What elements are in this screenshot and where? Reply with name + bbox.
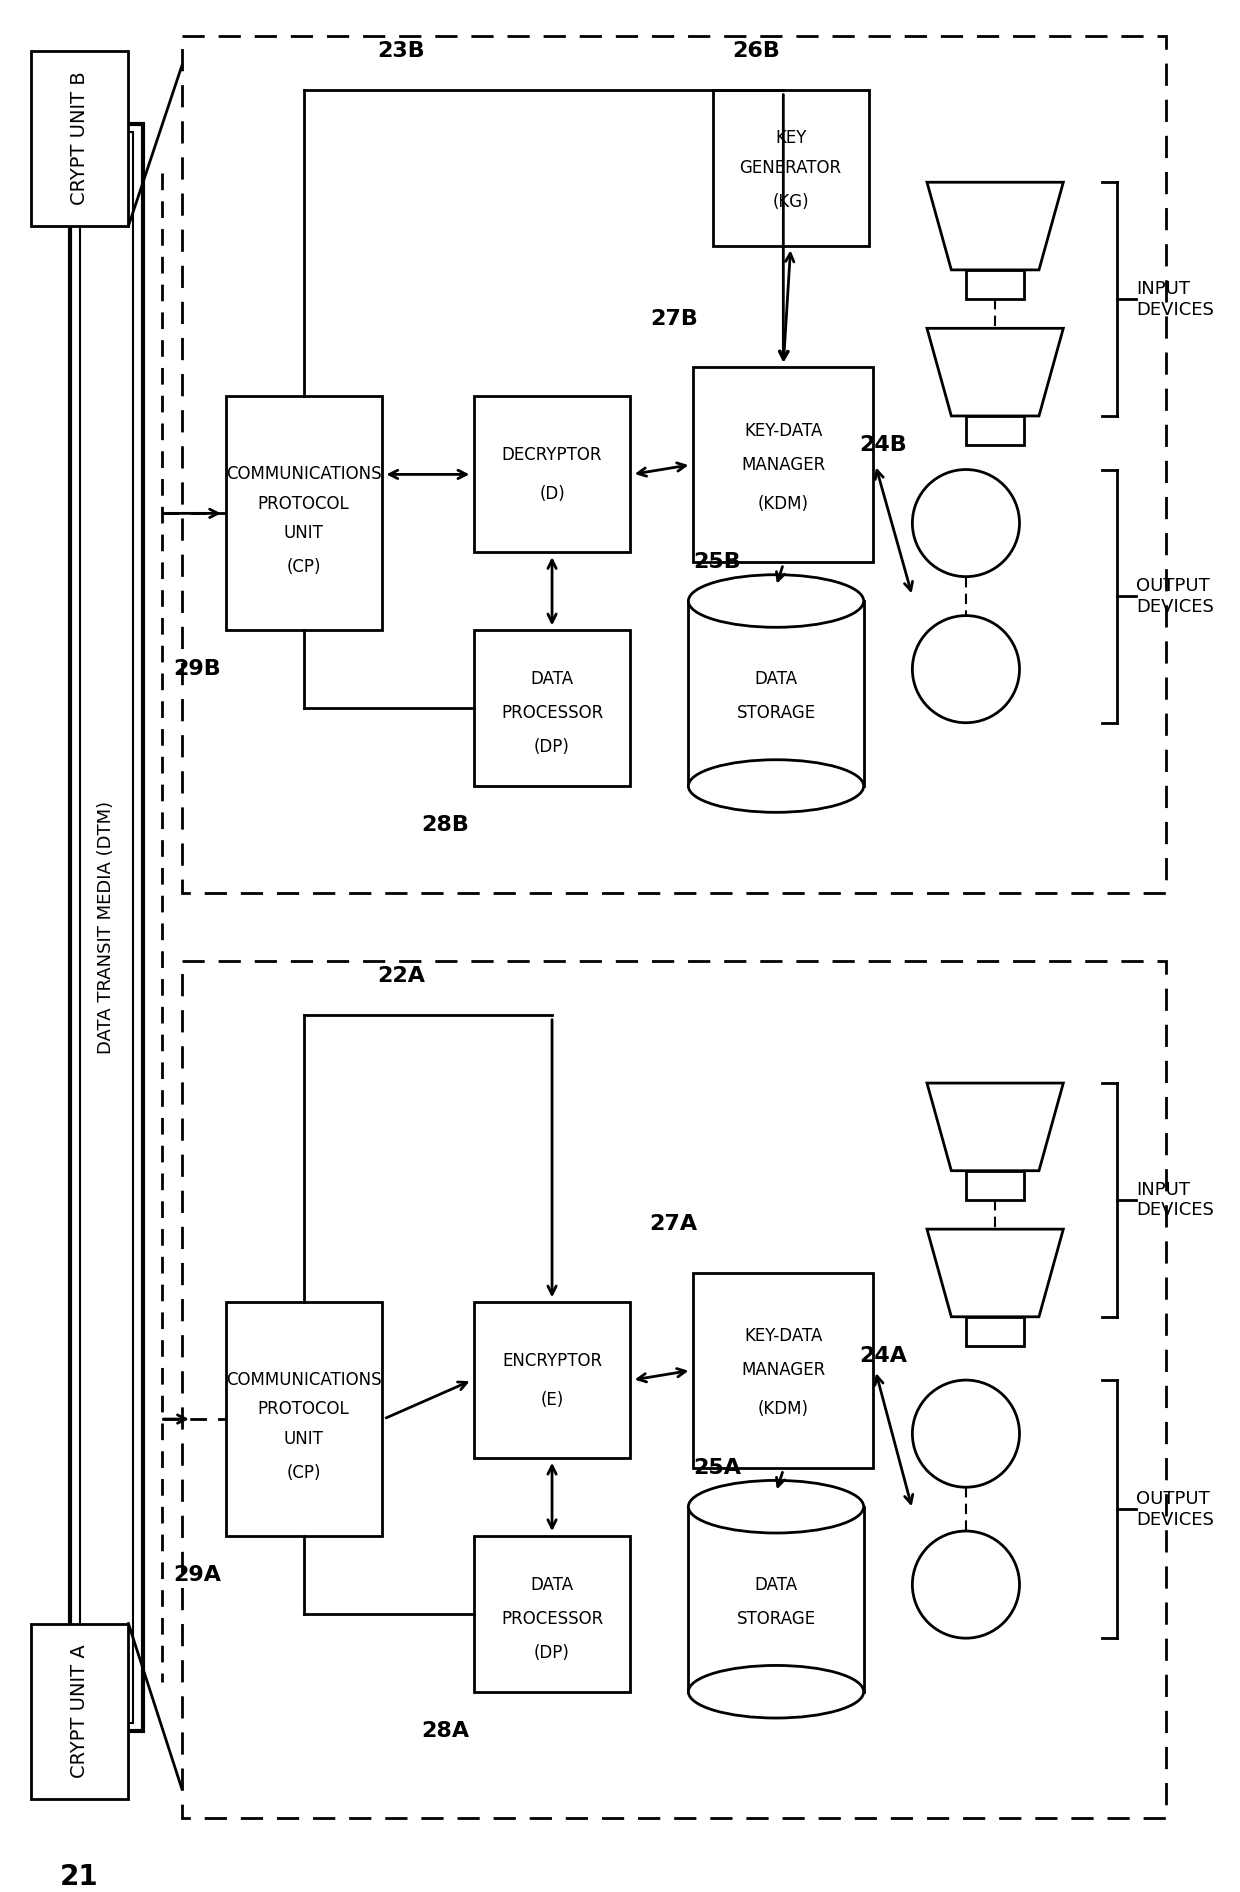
Text: OUTPUT
DEVICES: OUTPUT DEVICES	[1136, 1489, 1214, 1529]
Text: (KG): (KG)	[773, 193, 808, 210]
Text: (CP): (CP)	[286, 1464, 321, 1481]
Text: COMMUNICATIONS: COMMUNICATIONS	[226, 465, 382, 482]
Text: PROTOCOL: PROTOCOL	[258, 1400, 350, 1419]
Bar	[688, 1506, 864, 1691]
Circle shape	[913, 615, 1019, 723]
Text: (KDM): (KDM)	[758, 494, 808, 513]
Text: OUTPUT
DEVICES: OUTPUT DEVICES	[1136, 577, 1214, 615]
Text: UNIT: UNIT	[284, 1430, 324, 1447]
Bar	[182, 36, 1166, 893]
Text: (DP): (DP)	[534, 738, 570, 757]
Text: 24A: 24A	[859, 1345, 906, 1366]
Text: (DP): (DP)	[534, 1644, 570, 1661]
Bar	[226, 397, 382, 630]
Text: PROCESSOR: PROCESSOR	[501, 1610, 603, 1627]
Text: DATA: DATA	[754, 1576, 797, 1593]
Polygon shape	[928, 182, 1064, 271]
Bar	[31, 51, 129, 225]
Text: 23B: 23B	[377, 42, 425, 61]
Circle shape	[913, 1379, 1019, 1487]
Bar	[69, 123, 143, 1731]
Text: ENCRYPTOR: ENCRYPTOR	[502, 1351, 603, 1370]
Text: (KDM): (KDM)	[758, 1400, 808, 1419]
Bar	[966, 416, 1024, 445]
Text: DATA: DATA	[531, 1576, 574, 1593]
Bar	[693, 367, 873, 562]
Text: 22A: 22A	[377, 967, 425, 986]
Bar	[688, 602, 864, 785]
Ellipse shape	[688, 761, 864, 812]
Bar	[966, 1317, 1024, 1345]
Text: MANAGER: MANAGER	[742, 1362, 826, 1379]
Ellipse shape	[688, 1665, 864, 1718]
Bar	[182, 961, 1166, 1818]
Bar	[474, 1536, 630, 1691]
Polygon shape	[928, 1082, 1064, 1171]
Bar	[79, 132, 133, 1724]
Text: PROTOCOL: PROTOCOL	[258, 494, 350, 513]
Text: STORAGE: STORAGE	[737, 1610, 816, 1627]
Text: INPUT
DEVICES: INPUT DEVICES	[1136, 280, 1214, 318]
Ellipse shape	[688, 575, 864, 628]
Text: 28A: 28A	[422, 1720, 469, 1741]
Text: 25A: 25A	[693, 1457, 742, 1478]
Text: DATA: DATA	[531, 670, 574, 689]
Bar	[31, 1623, 129, 1799]
Text: DATA TRANSIT MEDIA (DTM): DATA TRANSIT MEDIA (DTM)	[98, 800, 115, 1054]
Text: STORAGE: STORAGE	[737, 704, 816, 723]
Bar	[966, 271, 1024, 299]
Text: KEY-DATA: KEY-DATA	[744, 422, 822, 439]
Bar	[474, 1302, 630, 1459]
Text: GENERATOR: GENERATOR	[739, 159, 842, 176]
Polygon shape	[928, 1230, 1064, 1317]
Bar	[474, 397, 630, 552]
Text: PROCESSOR: PROCESSOR	[501, 704, 603, 723]
Text: 27B: 27B	[650, 308, 698, 329]
Bar	[226, 1302, 382, 1536]
Text: INPUT
DEVICES: INPUT DEVICES	[1136, 1181, 1214, 1218]
Bar	[713, 89, 868, 246]
Text: CRYPT UNIT A: CRYPT UNIT A	[71, 1644, 89, 1778]
Text: 29A: 29A	[172, 1565, 221, 1585]
Polygon shape	[928, 329, 1064, 416]
Text: 21: 21	[61, 1864, 99, 1890]
Text: (E): (E)	[541, 1391, 564, 1408]
Text: DATA: DATA	[754, 670, 797, 689]
Text: (D): (D)	[539, 484, 565, 503]
Text: 24B: 24B	[859, 435, 906, 456]
Text: UNIT: UNIT	[284, 524, 324, 541]
Bar	[693, 1273, 873, 1468]
Text: (CP): (CP)	[286, 558, 321, 575]
Text: 29B: 29B	[174, 658, 221, 679]
Bar	[966, 1171, 1024, 1200]
Bar	[474, 630, 630, 785]
Text: 25B: 25B	[693, 552, 742, 571]
Text: 27A: 27A	[650, 1215, 698, 1234]
Text: CRYPT UNIT B: CRYPT UNIT B	[71, 72, 89, 206]
Text: KEY: KEY	[775, 129, 806, 148]
Circle shape	[913, 469, 1019, 577]
Text: KEY-DATA: KEY-DATA	[744, 1328, 822, 1345]
Text: DECRYPTOR: DECRYPTOR	[502, 447, 603, 464]
Text: COMMUNICATIONS: COMMUNICATIONS	[226, 1372, 382, 1389]
Text: 28B: 28B	[422, 815, 469, 834]
Circle shape	[913, 1531, 1019, 1638]
Text: 26B: 26B	[732, 42, 780, 61]
Text: MANAGER: MANAGER	[742, 456, 826, 473]
Ellipse shape	[688, 1480, 864, 1533]
